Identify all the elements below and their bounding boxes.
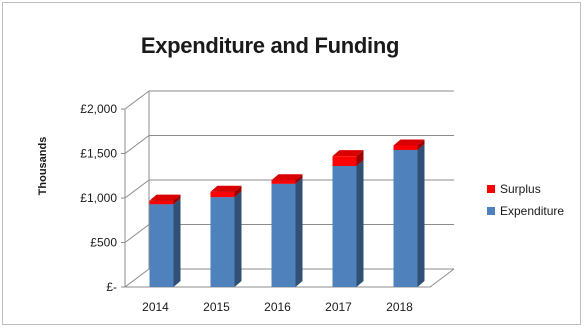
x-tick-label-2014: 2014 xyxy=(142,300,169,314)
legend-label-surplus: Surplus xyxy=(500,182,541,196)
bar-surplus-2015-side xyxy=(234,185,242,198)
legend-swatch-surplus xyxy=(487,185,495,193)
bar-expenditure-2015-side xyxy=(234,191,242,287)
bar-surplus-2017-front xyxy=(332,156,357,166)
gridline-side-0 xyxy=(124,268,150,288)
floor-right-edge xyxy=(429,268,455,288)
y-tick-label-4: £2,000 xyxy=(80,102,117,116)
gridline-side-2 xyxy=(124,179,150,199)
bar-expenditure-2017-front xyxy=(332,165,357,287)
bar-expenditure-2015-front xyxy=(210,197,235,287)
gridline-side-1 xyxy=(124,224,150,243)
bar-surplus-2018-side xyxy=(417,139,425,150)
bar-surplus-2016-side xyxy=(295,174,303,184)
gridline-side-4 xyxy=(124,90,150,110)
chart-legend: Surplus Expenditure xyxy=(487,178,564,222)
bar-surplus-2014-top xyxy=(149,194,181,201)
bar-expenditure-2016-front xyxy=(271,183,296,287)
bar-surplus-2014-front xyxy=(149,200,174,205)
bar-surplus-2017-top xyxy=(332,150,364,157)
legend-swatch-expenditure xyxy=(487,207,495,215)
legend-item-expenditure: Expenditure xyxy=(487,200,564,222)
bar-expenditure-2018-front xyxy=(393,149,418,287)
y-tick-label-3: £1,500 xyxy=(80,147,117,161)
bar-expenditure-2018-side xyxy=(417,143,425,287)
gridline-side-3 xyxy=(124,135,150,154)
bar-expenditure-2016-side xyxy=(295,177,303,287)
bar-surplus-2018-top xyxy=(393,139,425,146)
y-tick-label-1: £500 xyxy=(90,236,117,250)
x-tick-label-2017: 2017 xyxy=(325,300,352,314)
x-tick-label-2018: 2018 xyxy=(386,300,413,314)
bar-surplus-2015-front xyxy=(210,191,235,198)
bar-expenditure-2014-side xyxy=(173,198,181,287)
x-tick-label-2015: 2015 xyxy=(203,300,230,314)
legend-item-surplus: Surplus xyxy=(487,178,564,200)
bar-surplus-2016-front xyxy=(271,180,296,184)
bar-surplus-2014-side xyxy=(173,194,181,205)
bar-surplus-2015-top xyxy=(210,185,242,192)
y-tick-label-0: £- xyxy=(106,280,117,294)
bar-surplus-2016-top xyxy=(271,174,303,181)
x-tick-label-2016: 2016 xyxy=(264,300,291,314)
bar-expenditure-2017-side xyxy=(356,159,364,287)
chart-title: Expenditure and Funding xyxy=(140,33,400,58)
bar-surplus-2018-front xyxy=(393,145,418,150)
bar-expenditure-2014-front xyxy=(149,204,174,287)
bar-surplus-2017-side xyxy=(356,150,364,166)
legend-label-expenditure: Expenditure xyxy=(500,204,565,218)
y-tick-label-2: £1,000 xyxy=(80,191,117,205)
